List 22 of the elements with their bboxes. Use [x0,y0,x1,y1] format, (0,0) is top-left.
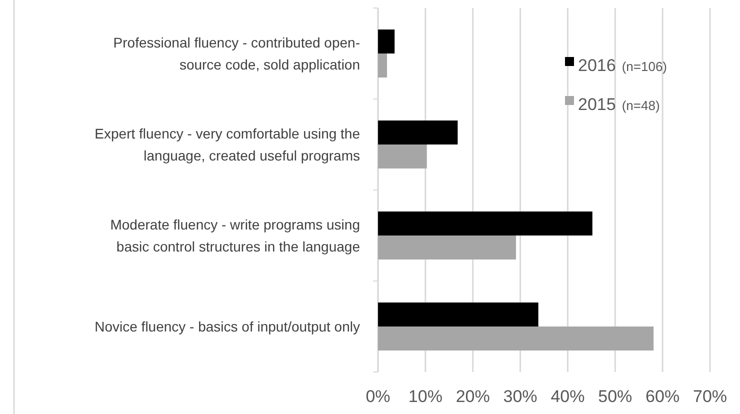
bar [378,120,458,144]
x-tick-label: 10% [408,387,442,406]
x-tick-label: 70% [692,387,728,406]
x-tick-label: 20% [456,387,490,406]
x-tick-label: 40% [550,387,585,406]
legend-label: 2016 (n=106) [578,56,667,75]
bar [378,236,516,260]
y-tick-label: Expert fluency - very comfortable using the language, created useful programs [94,126,360,164]
y-tick-label: Novice fluency - basics of input/output only [94,318,360,334]
legend-label: 2015 (n=48) [578,95,660,114]
x-tick-label: 0% [366,387,390,406]
bar [378,326,654,350]
x-tick-label: 50% [598,387,632,406]
bar [378,54,388,78]
bar [378,212,592,236]
y-tick-label: Professional fluency - contributed open-source code, sold application [113,34,360,72]
bar [378,302,538,326]
bar [378,144,427,168]
x-tick-label: 30% [503,387,538,406]
y-tick-label: Moderate fluency - write programs using basic control structures in the language [110,216,360,254]
bar [378,30,395,54]
x-tick-label: 60% [646,387,680,406]
